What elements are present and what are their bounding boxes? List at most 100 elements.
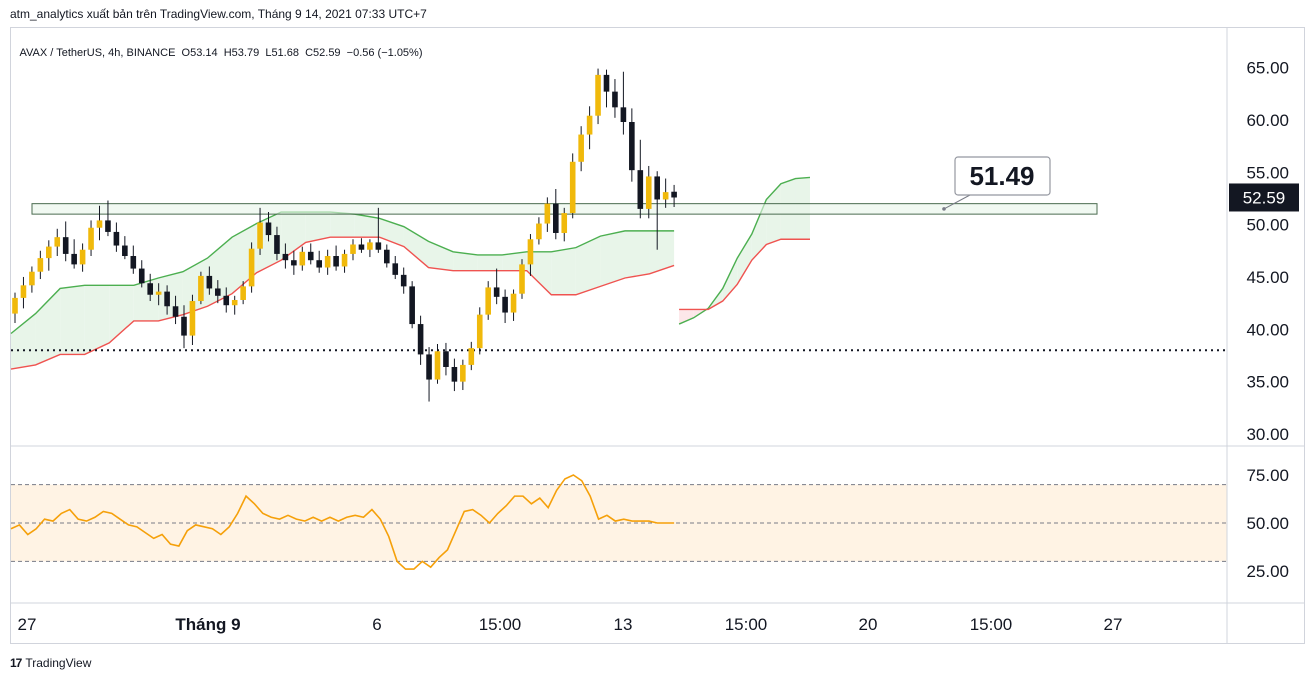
annotation-pointer [943,194,971,210]
candle-bearish [502,296,508,313]
candle-bullish [460,364,466,382]
ohlc-values: O53.14 H53.79 L51.68 C52.59 −0.56 (−1.05… [181,47,423,59]
candle-bullish [257,222,263,249]
rsi-line [10,474,675,570]
time-tick-label: Tháng 9 [175,615,240,634]
candle-bullish [46,246,52,259]
time-tick-label: 15:00 [479,615,522,634]
candle-bullish [96,220,103,228]
time-tick-label: 15:00 [970,615,1013,634]
time-tick-label: 27 [1104,615,1123,634]
cloud-fill-bullish [354,214,380,238]
candle-bullish [248,248,255,287]
candle-bearish [384,249,390,264]
candle-bearish [206,275,213,289]
cloud-fill-bullish [109,285,134,343]
time-tick-label: 6 [372,615,381,634]
candle-bullish [595,74,601,116]
candle-bearish [620,107,627,122]
candle-bearish [274,235,280,254]
candle-bearish [291,260,297,266]
cloud-fill-bullish [11,313,36,370]
candle-bullish [578,134,584,162]
candle-bearish [612,91,618,108]
cloud-fill-bullish [575,236,601,295]
cloud-red-future-line [679,238,810,311]
price-tick-label: 40.00 [1246,320,1289,339]
candle-bearish [409,286,415,325]
cloud-fill-bullish [600,230,625,287]
candle-bearish [451,366,458,382]
cloud-fill-bullish [281,212,306,261]
cloud-fill-bullish [84,285,110,355]
candle-bullish [79,249,86,265]
footer[interactable]: 17 TradingView [10,656,91,670]
cloud-fill-bearish [679,309,694,325]
candle-bullish [198,275,204,302]
candle-bullish [37,258,44,272]
candle-bullish [324,256,331,268]
candle-bearish [265,222,272,236]
candle-bearish [147,283,153,295]
candle-bullish [20,285,27,298]
time-tick-label: 27 [18,615,37,634]
cloud-fill-bullish [477,254,503,271]
candle-bearish [215,288,221,296]
rsi-tick-label: 25.00 [1246,562,1289,581]
rsi-band [11,484,1227,562]
brand-name: TradingView [25,656,92,670]
candle-bearish [493,287,500,297]
cloud-fill-bullish [305,212,331,243]
time-tick-label: 13 [614,615,633,634]
cloud-fill-bullish [722,258,738,302]
candle-bearish [654,176,660,200]
candle-bullish [536,223,542,240]
candle-bullish [468,348,475,365]
candle-bullish [189,301,196,336]
annotation-label: 51.49 [969,161,1034,191]
candle-bearish [138,268,145,284]
symbol-name: AVAX / TetherUS, 4h, BINANCE [19,47,176,59]
candles-layer [12,68,677,402]
candle-bearish [164,291,170,307]
axes-layer: 65.00 60.00 55.00 50.00 45.00 40.00 35.00 30.00… [11,27,1305,644]
candle-bullish [519,264,525,294]
candle-bullish [544,203,551,224]
candle-bullish [54,237,61,247]
price-tick-label: 35.00 [1246,373,1289,392]
candle-bullish [12,297,18,314]
annotation-box [954,156,1051,196]
candle-bearish [130,256,137,269]
candle-bearish [307,251,314,261]
publisher-caption: atm_analytics xuất bản trên TradingView.… [10,7,427,21]
time-tick-label: 15:00 [725,615,768,634]
cloud-fill-bullish [649,230,675,274]
candle-bearish [105,220,111,232]
candle-bearish [392,263,399,275]
cloud-fill-bullish [428,241,454,271]
symbol-info: AVAX / TetherUS, 4h, BINANCE O53.14 H53.… [14,35,423,59]
candle-bullish [299,251,306,266]
candle-bearish [62,237,69,254]
candle-bullish [240,286,246,300]
cloud-fill-bullish [35,288,61,365]
candle-bullish [476,314,483,349]
candle-bullish [231,299,238,306]
cloud-fill-bullish [60,285,85,355]
candle-bearish [637,170,644,209]
cloud-fill-bullish [158,271,183,321]
candle-bullish [434,351,441,380]
price-tick-label: 60.00 [1246,111,1289,130]
tradingview-logo-icon: 17 [10,656,22,670]
candle-bullish [662,192,669,200]
price-tick-label: 65.00 [1246,59,1289,78]
cloud-green-future-line [678,176,811,325]
candle-bullish [155,291,162,295]
time-tick-label: 20 [859,615,878,634]
candle-bearish [671,191,677,198]
candle-bullish [527,239,534,265]
candle-bullish [88,227,94,250]
last-price-badge [1229,183,1299,212]
candle-bullish [367,242,373,250]
